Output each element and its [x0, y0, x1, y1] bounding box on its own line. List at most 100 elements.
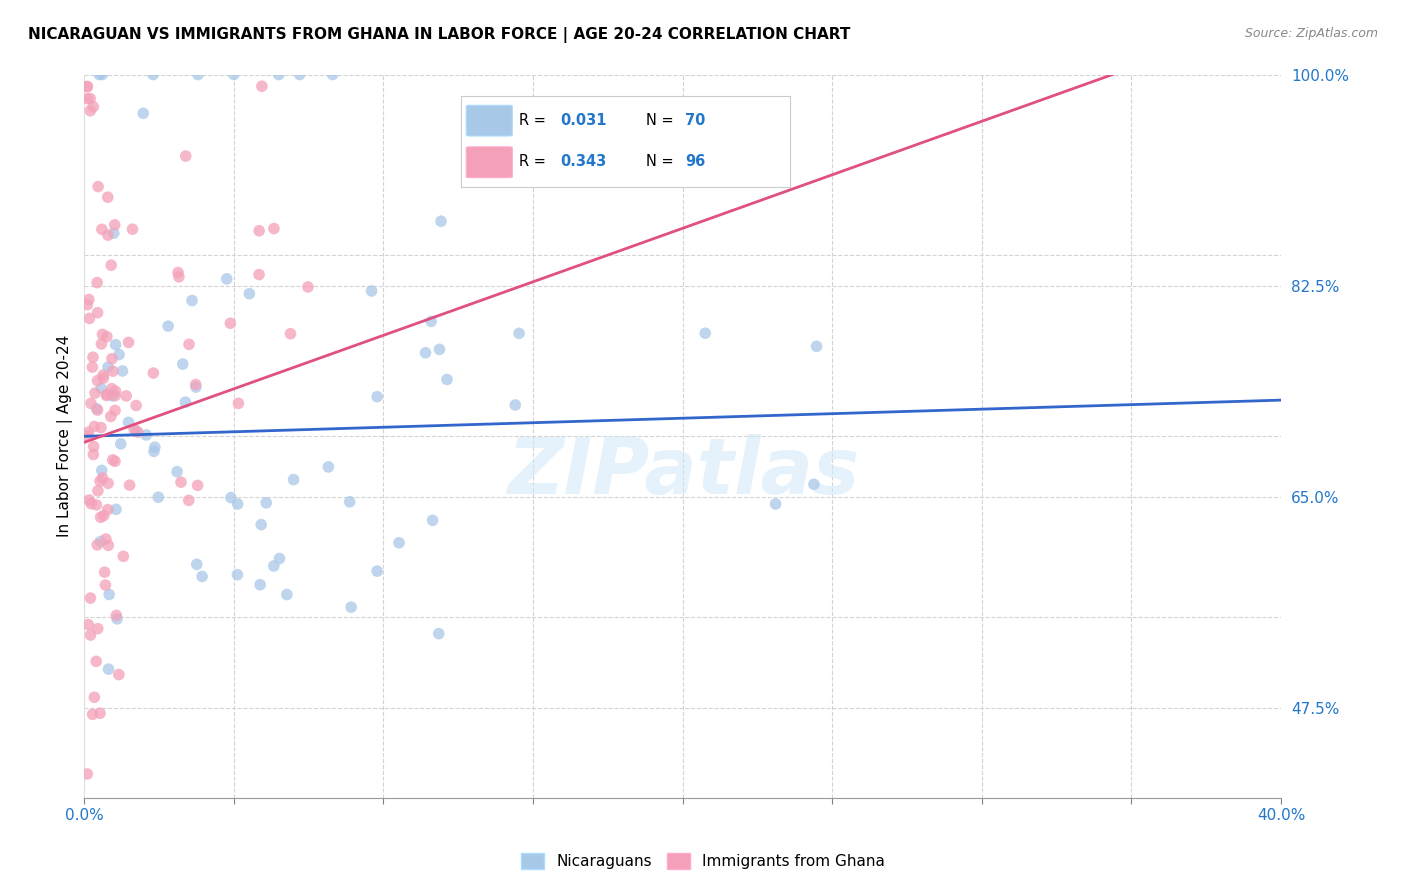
Point	[100, 382, 122, 396]
Point	[250, 79, 273, 94]
Point	[86, 374, 108, 388]
Point	[125, 399, 148, 413]
Point	[110, 437, 132, 451]
Point	[429, 343, 451, 357]
Point	[172, 357, 194, 371]
Point	[366, 564, 388, 578]
Point	[142, 68, 165, 82]
Point	[76, 298, 98, 312]
Point	[97, 662, 120, 676]
Point	[76, 79, 98, 94]
Point	[148, 490, 170, 504]
Point	[79, 628, 101, 642]
Point	[280, 326, 302, 341]
Point	[82, 360, 104, 375]
Point	[76, 92, 98, 106]
Point	[90, 337, 112, 351]
Point	[283, 473, 305, 487]
Point	[82, 707, 104, 722]
Y-axis label: In Labor Force | Age 20-24: In Labor Force | Age 20-24	[58, 335, 73, 537]
Point	[177, 337, 200, 351]
Point	[90, 222, 112, 236]
Point	[101, 453, 124, 467]
Point	[104, 337, 127, 351]
Point	[91, 471, 114, 485]
Point	[86, 498, 108, 512]
Point	[166, 465, 188, 479]
Text: ZIPatlas: ZIPatlas	[506, 434, 859, 510]
Point	[100, 409, 122, 424]
Point	[83, 440, 105, 454]
Point	[125, 425, 148, 439]
Point	[420, 314, 443, 328]
Point	[254, 496, 277, 510]
Point	[122, 422, 145, 436]
Point	[77, 425, 100, 440]
Point	[142, 366, 165, 380]
Point	[288, 68, 311, 82]
Point	[101, 364, 124, 378]
Point	[83, 690, 105, 705]
Point	[90, 510, 112, 524]
Point	[80, 497, 103, 511]
Point	[76, 428, 98, 442]
Point	[111, 364, 134, 378]
Point	[104, 454, 127, 468]
Point	[318, 459, 340, 474]
Point	[765, 497, 787, 511]
Point	[76, 767, 98, 781]
Point	[89, 534, 111, 549]
Point	[79, 591, 101, 605]
Point	[167, 265, 190, 279]
Point	[86, 276, 108, 290]
Point	[174, 149, 197, 163]
Point	[91, 368, 114, 383]
Point	[222, 68, 245, 82]
Point	[167, 269, 190, 284]
Point	[84, 386, 107, 401]
Point	[132, 106, 155, 120]
Point	[98, 587, 121, 601]
Point	[143, 440, 166, 454]
Point	[79, 103, 101, 118]
Point	[249, 578, 271, 592]
Point	[86, 401, 108, 416]
Point	[187, 68, 209, 82]
Point	[263, 221, 285, 235]
Point	[105, 502, 128, 516]
Point	[82, 447, 104, 461]
Point	[186, 558, 208, 572]
Point	[97, 190, 120, 204]
Point	[508, 326, 530, 341]
Point	[121, 222, 143, 236]
Point	[142, 444, 165, 458]
Point	[803, 477, 825, 491]
Point	[157, 319, 180, 334]
Point	[297, 280, 319, 294]
Point	[100, 258, 122, 272]
Point	[77, 617, 100, 632]
Legend: Nicaraguans, Immigrants from Ghana: Nicaraguans, Immigrants from Ghana	[515, 847, 891, 875]
Point	[177, 493, 200, 508]
Point	[101, 351, 124, 366]
Point	[97, 228, 120, 243]
Point	[267, 68, 290, 82]
Point	[96, 388, 118, 402]
Text: NICARAGUAN VS IMMIGRANTS FROM GHANA IN LABOR FORCE | AGE 20-24 CORRELATION CHART: NICARAGUAN VS IMMIGRANTS FROM GHANA IN L…	[28, 27, 851, 43]
Point	[87, 622, 110, 636]
Point	[215, 272, 238, 286]
Point	[93, 565, 115, 579]
Point	[77, 293, 100, 307]
Point	[695, 326, 717, 341]
Point	[86, 306, 108, 320]
Point	[104, 389, 127, 403]
Point	[503, 398, 526, 412]
Point	[104, 218, 127, 232]
Point	[263, 559, 285, 574]
Point	[108, 667, 131, 681]
Point	[360, 284, 382, 298]
Point	[228, 396, 250, 410]
Point	[96, 387, 118, 401]
Point	[97, 502, 120, 516]
Point	[238, 286, 260, 301]
